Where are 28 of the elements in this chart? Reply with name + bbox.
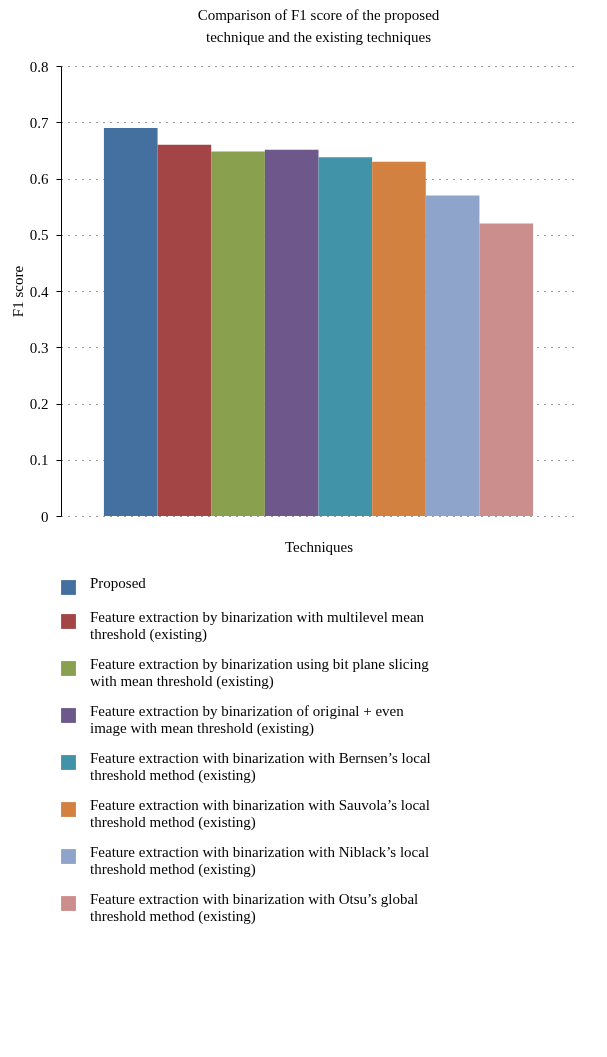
y-tick-label: 0.7: [29, 114, 49, 131]
x-axis-title: Techniques: [284, 538, 354, 555]
y-tick-label: 0.4: [29, 283, 49, 300]
legend-label: Feature extraction by binarization with multilevel mean threshold (existing): [90, 608, 425, 643]
y-tick-label: 0.6: [29, 171, 49, 187]
bar: [318, 157, 373, 516]
legend-label: Feature extraction with binarization with Otsu’s global threshold method (existing): [90, 890, 419, 925]
legend-label: Feature extraction by binarization of original + even image with mean threshold (existing): [90, 702, 405, 737]
y-tick-label: 0.3: [29, 339, 49, 356]
bar: [264, 149, 319, 516]
y-tick-label: 0.8: [29, 58, 49, 75]
y-axis-title: F1 score: [9, 265, 26, 318]
legend-label: Proposed: [90, 574, 147, 591]
y-tick-label: 0.2: [29, 396, 49, 412]
y-tick-label: 0.5: [29, 227, 49, 244]
bar: [103, 127, 158, 516]
bar: [372, 161, 426, 516]
y-tick-label: 0: [41, 508, 49, 525]
chart-title: Comparison of F1 score of the proposed technique and the existing techniques: [197, 7, 440, 45]
bar: [157, 144, 212, 516]
legend-label: Feature extraction with binarization with Sauvola’s local threshold method (existing): [90, 796, 430, 831]
bar: [479, 223, 534, 516]
legend-label: Feature extraction with binarization with Niblack’s local threshold method (existing): [90, 843, 430, 878]
y-tick-label: 0.1: [29, 452, 49, 469]
legend-label: Feature extraction with binarization with Bernsen’s local threshold method (existing): [90, 749, 431, 784]
bar: [425, 195, 480, 516]
legend-label: Feature extraction by binarization using bit plane slicing with mean threshold (existing): [90, 655, 430, 690]
bar: [211, 151, 265, 516]
